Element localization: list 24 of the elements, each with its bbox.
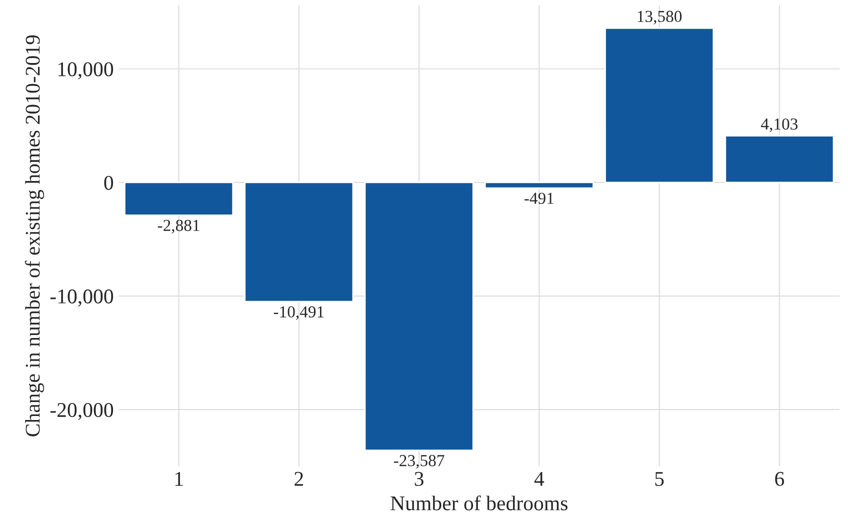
data-label: -10,491: [274, 306, 324, 320]
x-tick-label: 6: [775, 472, 784, 486]
x-tick-label: 4: [534, 472, 544, 486]
bar: [244, 182, 354, 302]
bar: [124, 182, 234, 216]
bar: [364, 182, 474, 452]
data-label: -23,587: [394, 454, 444, 469]
x-tick-label: 1: [175, 472, 183, 486]
y-axis-title: Change in number of existing homes 2010-2019: [24, 35, 44, 436]
bar: [724, 135, 834, 184]
x-axis-title: Number of bedrooms: [390, 495, 568, 510]
data-label: -491: [524, 192, 554, 204]
bar: [484, 182, 594, 189]
data-label: 4,103: [761, 118, 798, 132]
data-label: 13,580: [638, 10, 682, 24]
y-tick-label: -10,000: [50, 289, 114, 306]
x-tick-label: 5: [655, 472, 664, 486]
y-tick-label: 10,000: [58, 62, 114, 80]
bar: [604, 28, 714, 184]
x-tick-label: 3: [414, 472, 424, 486]
data-label: -2,881: [158, 220, 200, 234]
y-tick-label: -20,000: [50, 402, 114, 420]
y-tick-label: 0: [104, 176, 114, 190]
x-tick-label: 2: [294, 472, 303, 486]
